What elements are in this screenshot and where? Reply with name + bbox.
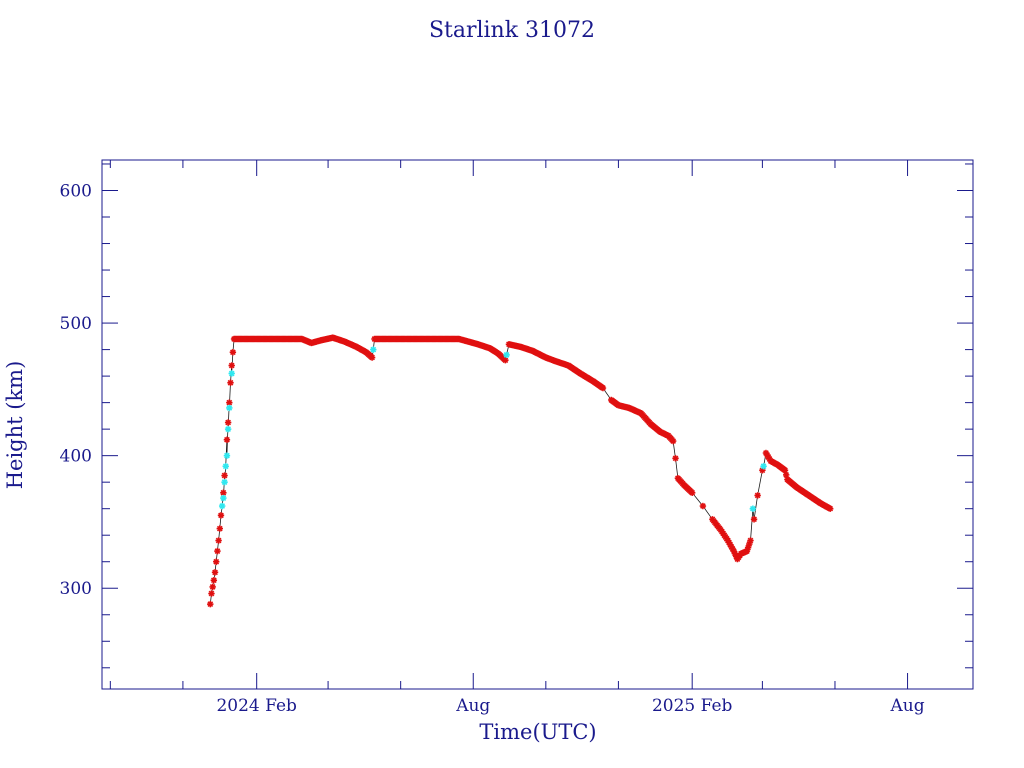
- data-point-cyan: [223, 452, 231, 459]
- data-point-red: [699, 502, 707, 510]
- data-point-red: [782, 471, 790, 479]
- data-point-cyan: [760, 463, 767, 470]
- data-point-cyan: [220, 494, 227, 502]
- x-axis-label: Time(UTC): [479, 720, 596, 744]
- data-point-red: [211, 569, 219, 576]
- data-point-red: [781, 467, 789, 474]
- data-point-cyan: [503, 351, 510, 359]
- data-point-red: [216, 525, 223, 532]
- connector-line: [209, 337, 831, 605]
- y-axis: 300 400 500 600: [60, 163, 973, 669]
- data-point-cyan: [228, 370, 235, 377]
- y-tick-label: 300: [60, 579, 92, 599]
- data-point-red: [754, 492, 761, 499]
- data-point-red: [207, 600, 214, 608]
- x-tick-label: 2025 Feb: [652, 696, 733, 716]
- data-point-red: [368, 354, 376, 361]
- chart-title: Starlink 31072: [429, 18, 595, 43]
- y-tick-label: 400: [60, 447, 92, 467]
- data-point-red: [750, 516, 758, 523]
- x-tick-label: Aug: [890, 696, 925, 716]
- data-point-red: [669, 437, 677, 445]
- y-axis-label: Height (km): [3, 361, 27, 490]
- data-point-cyan: [222, 463, 229, 470]
- data-point-red: [827, 505, 834, 512]
- data-point-red: [221, 472, 228, 479]
- data-point-cyan: [218, 502, 226, 510]
- data-point-red: [599, 384, 607, 392]
- data-point-red: [672, 455, 679, 462]
- y-tick-label: 600: [60, 181, 92, 201]
- data-point-red: [217, 512, 225, 519]
- data-point-red: [228, 362, 235, 369]
- x-tick-label: Aug: [455, 696, 490, 716]
- data-point-red: [213, 558, 220, 565]
- data-point-red: [210, 577, 218, 584]
- data-point-cyan: [224, 425, 232, 433]
- data-point-cyan: [226, 404, 233, 412]
- data-points: [207, 334, 834, 608]
- data-point-cyan: [749, 505, 757, 512]
- data-point-red: [502, 356, 509, 364]
- data-point-red: [209, 583, 216, 591]
- series-connector: [209, 337, 831, 605]
- data-point-red: [223, 436, 231, 443]
- data-point-red: [208, 590, 215, 597]
- y-tick-label: 500: [60, 314, 92, 334]
- data-point-cyan: [221, 478, 228, 486]
- x-axis: 2024 Feb Aug 2025 Feb Aug: [109, 160, 925, 716]
- plot-frame: [101, 159, 974, 690]
- data-point-red: [747, 537, 754, 544]
- data-point-red: [224, 419, 232, 426]
- data-point-red: [229, 349, 237, 356]
- x-tick-label: 2024 Feb: [216, 696, 297, 716]
- data-point-red: [227, 379, 234, 386]
- data-point-red: [215, 537, 222, 544]
- data-point-red: [688, 489, 696, 496]
- data-point-cyan: [370, 346, 377, 353]
- data-point-red: [214, 547, 221, 555]
